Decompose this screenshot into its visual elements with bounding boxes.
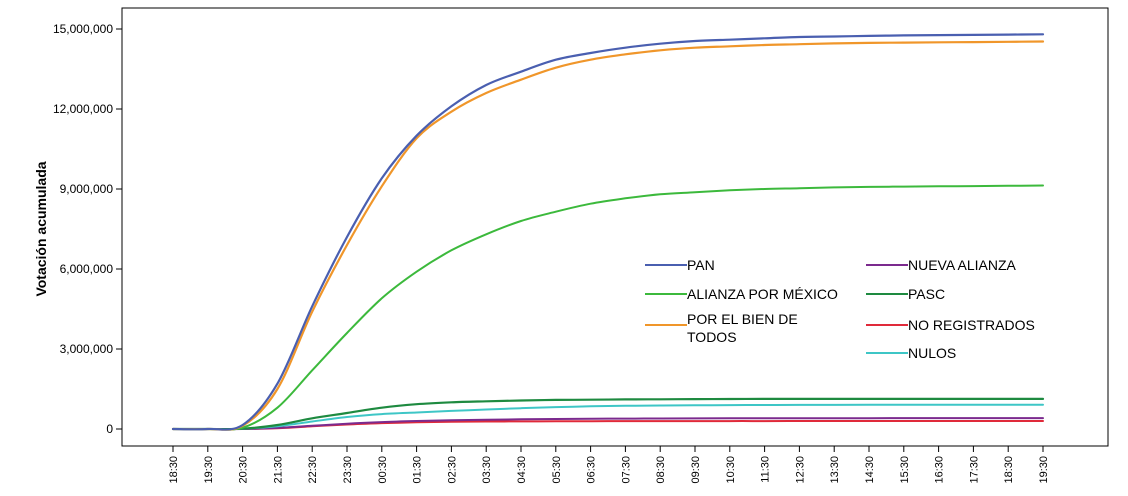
y-tick-label: 0 <box>106 422 113 436</box>
x-tick-label: 08:30 <box>655 456 667 484</box>
y-tick-label: 15,000,000 <box>53 22 113 36</box>
x-tick-label: 17:30 <box>968 456 980 484</box>
legend-label-alianza-por-mexico: ALIANZA POR MÉXICO <box>687 286 838 302</box>
legend: PAN ALIANZA POR MÉXICO POR EL BIEN DE TODOS… <box>645 257 1035 361</box>
x-tick-label: 11:30 <box>760 456 772 483</box>
x-tick-label: 01:30 <box>412 456 424 484</box>
x-tick-label: 00:30 <box>377 456 389 484</box>
x-tick-label: 15:30 <box>899 456 911 484</box>
legend-label-nulos: NULOS <box>908 345 956 361</box>
x-tick-label: 19:30 <box>1038 456 1050 484</box>
y-tick-label: 3,000,000 <box>60 342 114 356</box>
legend-label-pasc: PASC <box>908 286 945 302</box>
x-tick-label: 19:30 <box>203 456 215 484</box>
series-line-nueva-alianza <box>172 417 1044 431</box>
series-lines <box>171 33 1045 431</box>
x-tick-label: 16:30 <box>934 456 946 484</box>
legend-label-por-el-bien-de-todos: POR EL BIEN DE TODOS <box>687 311 798 345</box>
x-tick-label: 20:30 <box>238 456 250 484</box>
legend-label-line: PASC <box>908 286 945 302</box>
plot-border <box>121 7 1109 447</box>
series-line-nulos <box>172 403 1044 431</box>
x-axis: 18:30 19:30 20:30 21:30 22:30 23:30 00:30 01:30… <box>168 446 1050 484</box>
series-line-pan <box>171 33 1045 431</box>
x-tick-label: 06:30 <box>586 456 598 484</box>
legend-label-line: NUEVA ALIANZA <box>908 257 1017 273</box>
x-tick-label: 18:30 <box>168 456 180 484</box>
legend-label-pan: PAN <box>687 257 715 273</box>
x-tick-label: 23:30 <box>342 456 354 484</box>
legend-label-no-registrados: NO REGISTRADOS <box>908 317 1035 333</box>
legend-label-line: PAN <box>687 257 715 273</box>
x-tick-label: 18:30 <box>1003 456 1015 484</box>
series-line-alianza-por-mexico <box>172 184 1044 431</box>
x-tick-label: 14:30 <box>864 456 876 484</box>
x-tick-label: 02:30 <box>446 456 458 484</box>
series-line-por-el-bien-de-todos <box>171 40 1045 431</box>
legend-label-line: NULOS <box>908 345 956 361</box>
y-tick-label: 12,000,000 <box>53 102 113 116</box>
x-tick-label: 04:30 <box>516 456 528 484</box>
legend-label-nueva-alianza: NUEVA ALIANZA <box>908 257 1017 273</box>
x-tick-label: 03:30 <box>481 456 493 484</box>
x-tick-label: 10:30 <box>725 456 737 484</box>
x-tick-label: 05:30 <box>551 456 563 484</box>
x-tick-label: 12:30 <box>794 456 806 484</box>
legend-label-line: NO REGISTRADOS <box>908 317 1035 333</box>
x-tick-label: 07:30 <box>620 456 632 484</box>
legend-label-line: POR EL BIEN DE <box>687 311 798 327</box>
y-axis: 0 3,000,000 6,000,000 9,000,000 12,000,000 15… <box>53 22 122 436</box>
x-tick-label: 09:30 <box>690 456 702 484</box>
legend-label-line: TODOS <box>687 329 737 345</box>
x-tick-label: 22:30 <box>307 456 319 484</box>
y-tick-label: 6,000,000 <box>60 262 114 276</box>
legend-label-line: ALIANZA POR MÉXICO <box>687 286 838 302</box>
series-line-pasc <box>171 397 1045 431</box>
y-axis-label: Votación acumulada <box>33 161 49 296</box>
plot-frame <box>121 7 1109 447</box>
x-tick-label: 13:30 <box>829 456 841 484</box>
y-tick-label: 9,000,000 <box>60 182 114 196</box>
x-tick-label: 21:30 <box>272 456 284 484</box>
